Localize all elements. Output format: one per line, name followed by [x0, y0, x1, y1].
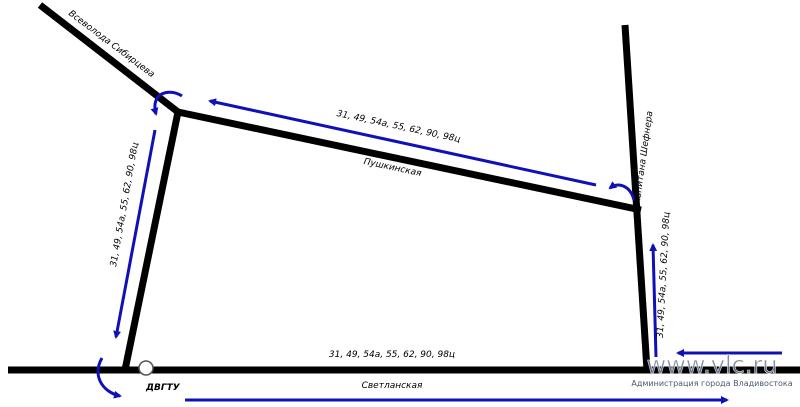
road	[37, 2, 181, 115]
route-label: 31, 49, 54а, 55, 62, 90, 98ц	[656, 212, 673, 338]
watermark-site: www.vlc.ru	[646, 351, 777, 379]
route-label: 31, 49, 54а, 55, 62, 90, 98ц	[109, 142, 141, 268]
street-label: Всеволода Сибирцева	[66, 9, 156, 80]
turn-arrow	[608, 181, 636, 201]
turn-arrow	[96, 357, 122, 399]
stop-marker	[138, 360, 154, 376]
route-label: 31, 49, 54а, 55, 62, 90, 98ц	[329, 350, 455, 360]
route-arrows	[96, 90, 782, 404]
arrow	[208, 98, 597, 187]
arrow	[649, 243, 658, 358]
turn-arrow	[150, 90, 183, 116]
road	[121, 111, 182, 371]
street-label: Светланская	[362, 381, 423, 391]
watermark-owner: Администрация города Владивостока	[631, 379, 792, 388]
road	[177, 108, 642, 214]
road	[621, 24, 651, 371]
stop-label: ДВГТУ	[145, 383, 181, 393]
arrow	[113, 129, 157, 339]
route-label: 31, 49, 54а, 55, 62, 90, 98ц	[336, 109, 461, 145]
